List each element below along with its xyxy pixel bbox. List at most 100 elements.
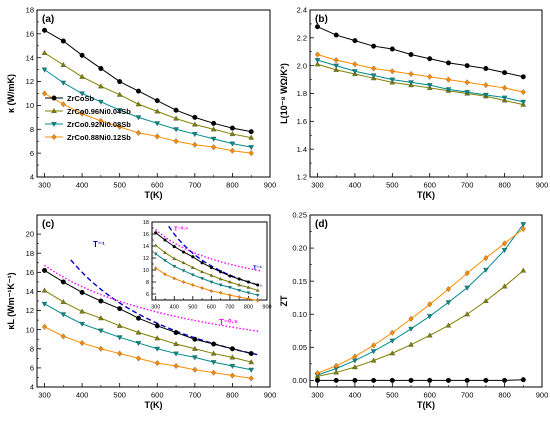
inset-point-1-3 (181, 260, 186, 265)
figure.panels.2-ytick-label: 20 (26, 230, 34, 239)
panel-a-point-2-6 (154, 121, 161, 127)
panel-b-point-2-9 (483, 92, 489, 98)
panel-c-point-0-6 (154, 323, 160, 329)
figure.panels.1-ytick-label: 1.8 (297, 89, 307, 98)
panel-c-point-2-8 (192, 355, 198, 361)
figure.panels.3-xtick-label: 800 (498, 391, 511, 400)
fit-label-t-05: T⁻⁰·⁵ (219, 318, 238, 327)
panel-c-point-3-11 (248, 375, 254, 382)
panel-c-point-3-9 (211, 369, 217, 376)
panel-b-point-1-0 (314, 61, 321, 67)
panel-a-point-1-7 (173, 115, 179, 121)
panel-d-point-0-5 (408, 377, 414, 383)
inset-point-1-0 (153, 243, 158, 247)
figure.panels.3-frame (309, 214, 543, 388)
figure.panels.1-ytick-label: 1.4 (297, 145, 307, 154)
panel-b-point-0-2 (352, 38, 358, 44)
panel-c-point-3-5 (135, 355, 141, 362)
panel-a-point-1-11 (248, 134, 254, 140)
figure.panels.2.inset-xtick-label: 600 (207, 305, 216, 311)
panel-b-point-2-4 (389, 77, 396, 83)
panel-c-inset: 300 400 500 600 700 800 900 6 8 10 12 14 16 18 T⁻⁰·⁵ T⁻… (143, 220, 272, 311)
panel-b-point-3-8 (464, 79, 470, 86)
panel-d-point-2-6 (426, 314, 433, 320)
figure.panels.0-ytick-label: 16 (26, 29, 34, 38)
panel-c-point-0-0 (42, 267, 48, 273)
panel-d-point-0-2 (352, 377, 358, 383)
panel-d-point-1-6 (426, 332, 433, 338)
inset-point-0-4 (191, 255, 195, 259)
figure.panels.2-xtick-label: 500 (113, 391, 126, 400)
panel-b-point-0-9 (483, 65, 489, 71)
panel-c-point-1-9 (210, 350, 217, 356)
figure.panels.0-xtick-label: 500 (113, 181, 126, 190)
panel-c-point-3-1 (60, 333, 66, 340)
panel-c-label: (c) (42, 219, 54, 230)
figure.panels.2.inset-ytick-label: 18 (143, 220, 149, 226)
inset-point-2-2 (172, 265, 177, 269)
panel-c-point-0-2 (79, 289, 85, 295)
inset-point-3-5 (200, 286, 204, 290)
panel-a-point-3-3 (98, 117, 104, 124)
figure.panels.3-ytick-label: 0.00 (292, 376, 307, 385)
panel-a-point-0-7 (173, 107, 179, 113)
panel-c-point-1-4 (116, 322, 123, 328)
panel-c-point-0-1 (60, 279, 66, 285)
panel-c-point-0-9 (211, 341, 217, 347)
figure.panels.2-xtick-label: 300 (38, 391, 51, 400)
panel-d-point-3-1 (333, 362, 339, 369)
figure.panels.2-xtick-label: 700 (189, 391, 202, 400)
panel-c-point-1-11 (248, 359, 254, 365)
inset-point-2-9 (237, 289, 241, 293)
panel-a-point-3-0 (42, 90, 48, 97)
figure.panels.2-ytick-label: 8 (30, 344, 34, 353)
panel-a-point-0-6 (154, 98, 160, 104)
panel-d-point-2-9 (483, 267, 489, 273)
panel-c-series-line-0 (44, 269, 252, 355)
inset-series-line-3 (155, 267, 258, 302)
inset-fit-line-1 (155, 229, 262, 272)
panel-d-point-1-11 (520, 267, 527, 273)
panel-c-point-3-8 (192, 366, 198, 373)
inset-series-line-1 (155, 245, 258, 291)
panel-d-series-line-2 (317, 223, 524, 376)
panel-a-point-0-4 (117, 79, 123, 85)
panel-d-series-line-0 (317, 379, 524, 381)
panel-a-point-3-7 (173, 138, 179, 145)
panel-a-point-1-0 (41, 49, 48, 55)
panel-a-point-2-3 (98, 99, 104, 105)
panel-b-point-0-5 (408, 52, 414, 58)
inset-point-1-5 (200, 269, 204, 274)
panel-a-point-0-5 (135, 88, 141, 94)
inset-point-1-4 (191, 265, 195, 269)
panel-b-point-3-5 (408, 71, 414, 78)
inset-point-2-10 (246, 291, 251, 295)
panel-c-point-2-2 (79, 321, 85, 327)
panel-a-point-2-0 (41, 67, 48, 73)
inset-point-2-6 (209, 280, 214, 284)
figure.panels.0-xtick-label: 300 (38, 181, 51, 190)
panel-b-point-0-4 (389, 46, 395, 52)
figure.panels.2.inset-xtick-label: 900 (262, 305, 271, 311)
panel-b-point-2-8 (464, 90, 470, 96)
panel-d-point-3-7 (445, 286, 451, 293)
panel-b: 300 400 500 600 700 800 900 1.2 1.4 1.6 1.8 2.0 2.2 2… (279, 6, 548, 200)
panel-b-point-0-10 (502, 70, 508, 76)
panel-d-point-0-7 (445, 377, 451, 383)
figure.panels.2.inset-xtick-label: 300 (151, 305, 160, 311)
panel-b-point-2-1 (333, 63, 339, 69)
inset-point-3-8 (228, 293, 232, 298)
figure.panels.1-frame (309, 9, 543, 178)
panel-a-point-1-2 (79, 73, 85, 79)
panel-c-point-0-3 (98, 298, 104, 304)
figure.panels.2-ytick-label: 16 (26, 268, 34, 277)
figure.panels.3-xtick-label: 600 (423, 391, 436, 400)
panel-a-point-3-11 (248, 150, 254, 157)
inset-point-0-8 (228, 274, 232, 278)
panel-a-point-0-0 (42, 27, 48, 33)
panel-b-point-0-6 (427, 56, 433, 62)
figure.panels.2.inset-xtick-label: 700 (225, 305, 234, 311)
figure.panels.2.inset-ytick-label: 8 (146, 280, 149, 286)
figure.panels.3-ytick-label: 0.15 (292, 277, 307, 286)
panel-a-point-3-8 (192, 141, 198, 148)
